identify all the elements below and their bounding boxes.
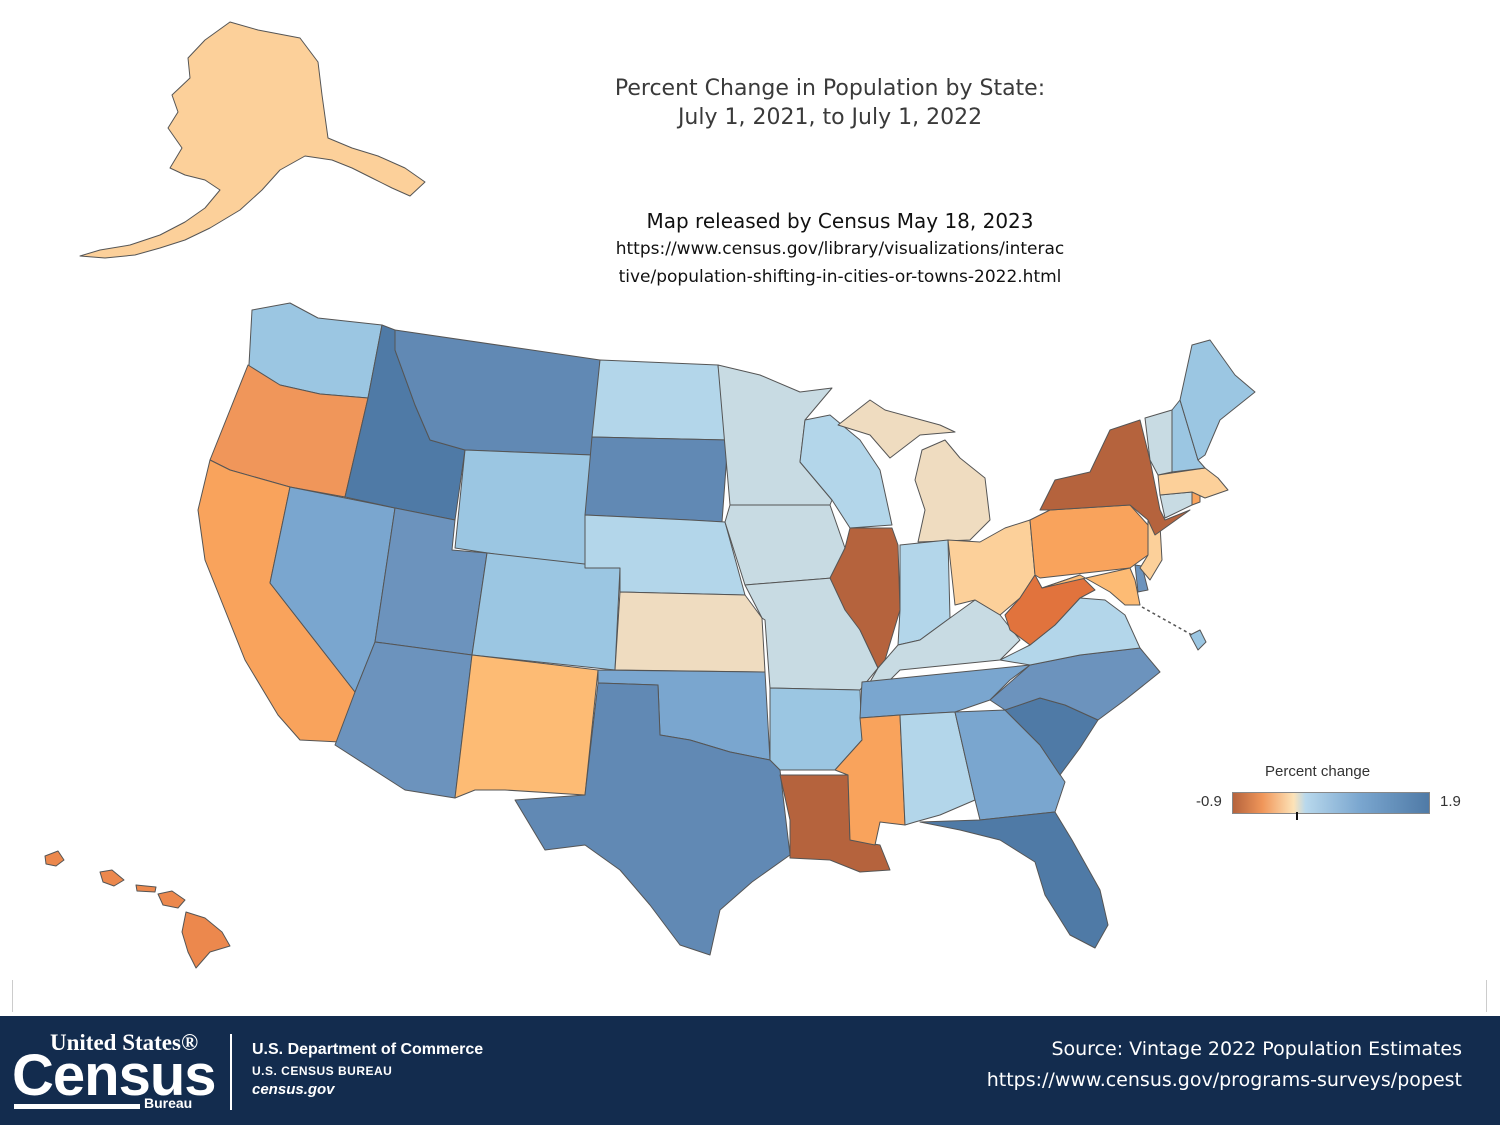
state-florida[interactable] (919, 811, 1109, 949)
state-maryland[interactable] (1041, 567, 1141, 606)
state-wyoming[interactable] (454, 449, 593, 569)
us-choropleth-map (44, 21, 1256, 969)
legend-zero-tick (1296, 812, 1298, 820)
department-name: U.S. Department of Commerce (252, 1041, 484, 1058)
legend-color-scale (1232, 792, 1430, 814)
release-url-part-1[interactable]: https://www.census.gov/library/visualiza… (615, 239, 1065, 259)
source-url[interactable]: https://www.census.gov/programs-surveys/… (986, 1069, 1462, 1091)
footer-bar: United States® Census Bureau U.S. Depart… (0, 1016, 1500, 1125)
state-west-virginia[interactable] (1004, 574, 1096, 646)
legend-min-value: -0.9 (1196, 793, 1222, 810)
dc-leader-line (1141, 606, 1193, 636)
state-kansas[interactable] (614, 591, 766, 673)
state-dc[interactable] (1189, 629, 1207, 651)
state-south-dakota[interactable] (584, 436, 729, 523)
state-pennsylvania[interactable] (1029, 504, 1149, 579)
state-texas[interactable] (514, 682, 791, 956)
state-hawaii-maui[interactable] (157, 890, 186, 909)
title-line-1: Percent Change in Population by State: (614, 76, 1046, 101)
census-logo-wordmark: Census (12, 1043, 217, 1108)
state-maine[interactable] (1179, 339, 1256, 461)
release-note: Map released by Census May 18, 2023 http… (520, 207, 1160, 291)
source-text: Source: Vintage 2022 Population Estimate… (1051, 1038, 1462, 1060)
right-divider (1486, 980, 1487, 1012)
state-hawaii-big[interactable] (181, 911, 231, 969)
census-logo-bureau: Bureau (144, 1095, 193, 1111)
state-new-mexico[interactable] (454, 654, 599, 799)
state-delaware[interactable] (1134, 564, 1149, 593)
state-kentucky[interactable] (869, 599, 1021, 683)
title-line-2: July 1, 2021, to July 1, 2022 (677, 105, 983, 130)
state-north-dakota[interactable] (591, 359, 729, 441)
state-alaska[interactable] (79, 21, 426, 259)
state-michigan-upper[interactable] (837, 399, 956, 459)
state-hawaii-oahu[interactable] (99, 869, 125, 887)
state-hawaii-kauai[interactable] (44, 850, 65, 867)
release-date: Map released by Census May 18, 2023 (646, 209, 1034, 233)
footer-divider (230, 1034, 232, 1110)
bureau-name: U.S. CENSUS BUREAU (252, 1064, 393, 1078)
census-logo-underline (14, 1104, 140, 1109)
legend-title: Percent change (1265, 763, 1371, 780)
state-new-york[interactable] (1039, 419, 1191, 536)
census-logo-top-text: United States® (50, 1030, 199, 1055)
state-hawaii-molokai[interactable] (135, 884, 157, 893)
state-vermont[interactable] (1144, 409, 1173, 476)
map-title: Percent Change in Population by State: J… (530, 74, 1130, 132)
census-site-link[interactable]: census.gov (252, 1081, 335, 1098)
legend-max-value: 1.9 (1440, 793, 1461, 810)
state-colorado[interactable] (471, 552, 621, 671)
release-url-part-2[interactable]: tive/population-shifting-in-cities-or-to… (618, 267, 1062, 287)
state-michigan-lower[interactable] (914, 439, 991, 543)
state-massachusetts[interactable] (1157, 467, 1229, 499)
state-connecticut[interactable] (1159, 491, 1193, 519)
left-divider (12, 980, 13, 1012)
state-iowa[interactable] (724, 504, 846, 586)
state-new-hampshire[interactable] (1171, 399, 1206, 473)
